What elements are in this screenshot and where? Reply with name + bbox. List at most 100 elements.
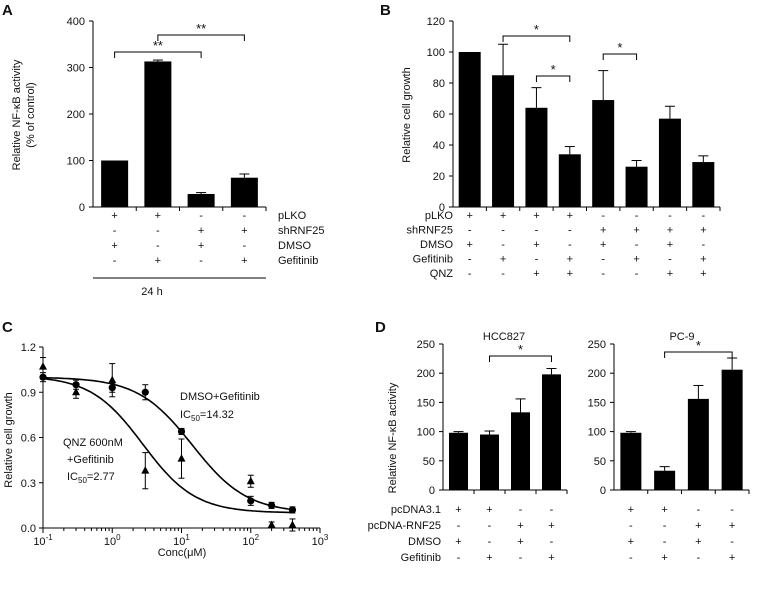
panel-d1-sign: + bbox=[455, 504, 461, 516]
panel-b-bar bbox=[458, 52, 481, 207]
panel-d1-sign: - bbox=[457, 552, 461, 564]
panel-d1-bar bbox=[480, 434, 499, 490]
panel-c-xlabel: Conc(μM) bbox=[158, 547, 207, 559]
panel-a-sign: - bbox=[113, 255, 117, 267]
panel-d1-sign: + bbox=[486, 552, 492, 564]
panel-d-ylabel: Relative NF-κB activity bbox=[387, 382, 399, 493]
panel-c-qnz-point bbox=[141, 466, 150, 474]
panel-b-bar bbox=[658, 118, 681, 207]
panel-b-sign: + bbox=[466, 210, 472, 222]
panel-d2-ytick-label: 150 bbox=[588, 397, 606, 409]
panel-a-sign: + bbox=[155, 210, 161, 222]
panel-a-sign: + bbox=[111, 240, 117, 252]
panel-d1-ytick-label: 250 bbox=[417, 339, 435, 351]
panel-b-sign: - bbox=[501, 239, 505, 251]
panel-c-ytick-label: 0.3 bbox=[21, 478, 36, 490]
panel-a-sign: - bbox=[243, 210, 247, 222]
panel-d1-sign: + bbox=[548, 552, 554, 564]
panel-c-qnz-label: QNZ 600nM bbox=[63, 437, 123, 449]
panel-c-qnz-ic50: IC50=2.77 bbox=[67, 471, 115, 485]
panel-c-plot: 0.0 0.3 0.6 0.9 1.2 10-1 100 101 102 103 bbox=[21, 342, 329, 548]
panel-b-ylabel: Relative cell growth bbox=[401, 67, 413, 162]
panel-b-ytick-label: 100 bbox=[427, 47, 445, 59]
panel-c-qnz-point bbox=[267, 520, 276, 528]
panel-a-sign: + bbox=[198, 225, 204, 237]
panel-b-bar bbox=[525, 107, 548, 207]
panel-d-letter: D bbox=[375, 319, 386, 336]
panel-c-ytick-label: 1.2 bbox=[21, 342, 36, 354]
panel-a-ytick-label: 400 bbox=[67, 16, 85, 28]
panel-d2-sig-star: * bbox=[696, 338, 701, 353]
panel-b-sign: + bbox=[667, 225, 673, 237]
panel-a-bar bbox=[187, 193, 215, 207]
panel-a-plot: 0 100 200 300 400 + + - - pLKO - - + + shRNF25 + - + - DMSO… bbox=[67, 16, 324, 279]
panel-b-sign: + bbox=[533, 268, 539, 280]
panel-b-sign: + bbox=[667, 268, 673, 280]
panel-b-sign: - bbox=[635, 239, 639, 251]
panel-c-xtick-label: 103 bbox=[312, 533, 329, 548]
panel-b-sign: - bbox=[601, 268, 605, 280]
panel-d1-sign: + bbox=[517, 536, 523, 548]
panel-c-qnz-point bbox=[72, 387, 81, 396]
panel-c-xtick-label: 102 bbox=[242, 533, 259, 548]
panel-b-ytick-label: 60 bbox=[433, 109, 445, 121]
panel-b-ytick-label: 20 bbox=[433, 171, 445, 183]
panel-d2-sign: + bbox=[695, 520, 701, 532]
panel-c-dmso-point bbox=[247, 497, 255, 505]
panel-b-sign: - bbox=[568, 239, 572, 251]
panel-d2-sign: - bbox=[730, 504, 734, 516]
panel-c-qnz-fit-curve bbox=[42, 377, 293, 514]
panel-d2-ytick-label: 50 bbox=[594, 456, 606, 468]
panel-d2-sign: + bbox=[661, 504, 667, 516]
panel-d2-sign: - bbox=[730, 536, 734, 548]
panel-d1-sign: + bbox=[486, 504, 492, 516]
panel-d2-sign: + bbox=[729, 552, 735, 564]
panel-d2-sign: - bbox=[629, 552, 633, 564]
panel-c-qnz-label-2: +Gefitinib bbox=[67, 454, 114, 466]
panel-d2-bar bbox=[620, 432, 642, 490]
panel-c-letter: C bbox=[2, 319, 13, 336]
panel-a-sign: - bbox=[156, 225, 160, 237]
panel-b-sign: + bbox=[567, 254, 573, 266]
panel-a-ylabel-line2: (% of control) bbox=[25, 82, 37, 147]
panel-c-qnz-point bbox=[246, 476, 255, 485]
panel-c-ytick-label: 0.6 bbox=[21, 433, 36, 445]
panel-b-row-label: DMSO bbox=[420, 239, 453, 251]
panel-b-sign: - bbox=[635, 268, 639, 280]
panel-a-sign: + bbox=[111, 210, 117, 222]
panel-d-row-label: pcDNA3.1 bbox=[391, 504, 441, 516]
panel-b-sign: - bbox=[568, 225, 572, 237]
panel-a-bar bbox=[144, 61, 172, 207]
panel-b-ytick-label: 120 bbox=[427, 16, 445, 28]
panel-d1-sig-bracket bbox=[489, 355, 552, 362]
panel-b-sign: + bbox=[533, 210, 539, 222]
panel-b-row-label: pLKO bbox=[425, 210, 454, 222]
panel-a-ytick-label: 100 bbox=[67, 156, 85, 168]
panel-b-sign: + bbox=[567, 268, 573, 280]
panel-d1-title: HCC827 bbox=[483, 331, 525, 343]
panel-d2-sign: - bbox=[697, 552, 701, 564]
panel-d2-sign: + bbox=[628, 504, 634, 516]
panel-b-sign: - bbox=[668, 254, 672, 266]
panel-c-qnz-point bbox=[288, 520, 297, 528]
panel-b-sign: + bbox=[466, 239, 472, 251]
panel-a-sign: - bbox=[243, 240, 247, 252]
panel-b-sign: - bbox=[501, 225, 505, 237]
panel-c-qnz-point bbox=[39, 362, 47, 370]
panel-b-sign: - bbox=[468, 268, 472, 280]
panel-b-sign: + bbox=[500, 210, 506, 222]
panel-d2-sign: - bbox=[629, 520, 633, 532]
panel-d2-sign: + bbox=[695, 536, 701, 548]
panel-d2-sign: + bbox=[661, 552, 667, 564]
panel-d1-sign: - bbox=[550, 536, 554, 548]
panel-a-bar bbox=[230, 177, 258, 207]
panel-d2-sign: - bbox=[697, 504, 701, 516]
panel-a-sig-bracket bbox=[157, 34, 245, 41]
panel-c-ytick-label: 0.9 bbox=[21, 387, 36, 399]
panel-a-ytick-label: 0 bbox=[79, 202, 85, 214]
panel-a-ytick-label: 200 bbox=[67, 109, 85, 121]
panel-a-row-label: Gefitinib bbox=[278, 255, 318, 267]
panel-b-sign: - bbox=[668, 210, 672, 222]
panel-d2-sign: + bbox=[729, 520, 735, 532]
panel-d2-bar bbox=[654, 470, 676, 490]
